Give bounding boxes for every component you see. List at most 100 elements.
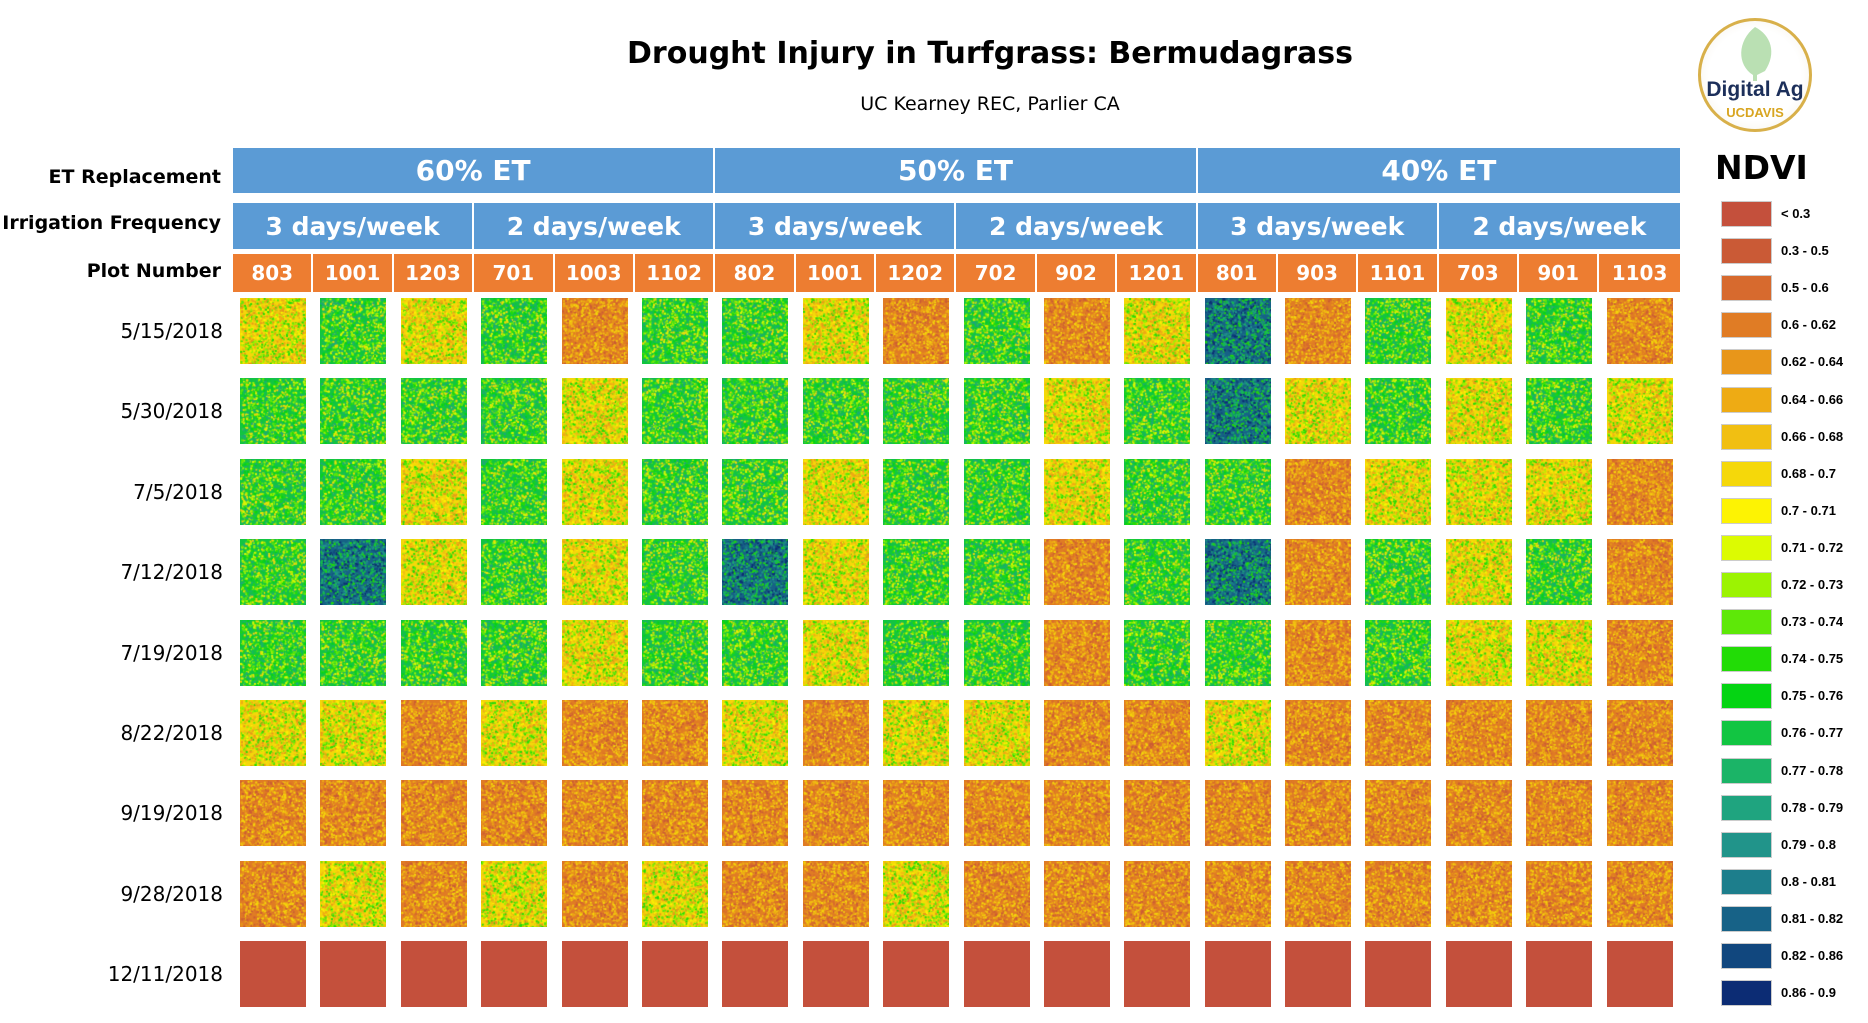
legend-label: 0.74 - 0.75 <box>1781 651 1843 666</box>
legend-swatch <box>1721 832 1772 858</box>
plot-tile <box>722 941 788 1007</box>
legend-swatch <box>1721 683 1772 709</box>
plot-tile <box>240 861 306 927</box>
plot-tile <box>642 780 708 846</box>
legend-swatch <box>1721 572 1772 598</box>
plot-tile <box>803 780 869 846</box>
plot-tile <box>1446 539 1512 605</box>
plot-tile <box>1044 780 1110 846</box>
plot-header: 803 1001 1203 701 1003 1102 802 1001 1202 702 902 1… <box>233 254 1680 292</box>
plot-tile <box>883 620 949 686</box>
plot-tile <box>481 378 547 444</box>
plot-tile <box>1607 539 1673 605</box>
plot-tile <box>562 298 628 364</box>
plot-tile <box>1205 539 1271 605</box>
plot-tile <box>964 700 1030 766</box>
plot-tile <box>1446 700 1512 766</box>
plot-tile <box>883 700 949 766</box>
plot-tile <box>642 459 708 525</box>
plot-tile <box>1365 378 1431 444</box>
plot-tile <box>320 780 386 846</box>
plot-tile <box>883 539 949 605</box>
plot-tile <box>803 861 869 927</box>
plot-tile <box>320 459 386 525</box>
plot-tile <box>722 700 788 766</box>
legend-swatch <box>1721 906 1772 932</box>
plot-tile <box>562 700 628 766</box>
legend-label: 0.82 - 0.86 <box>1781 948 1843 963</box>
plot-tile <box>562 459 628 525</box>
plot-tile <box>964 459 1030 525</box>
frequency-header: 3 days/week 2 days/week 3 days/week 2 days/… <box>233 203 1680 249</box>
plot-tile <box>642 539 708 605</box>
plot-tile <box>722 298 788 364</box>
legend-swatch <box>1721 275 1772 301</box>
plot-tile <box>1124 941 1190 1007</box>
plot-tile <box>1526 941 1592 1007</box>
plot-tile <box>1365 298 1431 364</box>
plot-tile <box>1607 298 1673 364</box>
plot-tile <box>1446 298 1512 364</box>
plot-tile <box>964 620 1030 686</box>
plot-number: 1101 <box>1358 254 1438 292</box>
plot-number: 902 <box>1037 254 1117 292</box>
frequency-cell: 3 days/week <box>233 203 474 249</box>
legend-swatch <box>1721 869 1772 895</box>
plot-tile <box>562 378 628 444</box>
plot-tile <box>1205 378 1271 444</box>
frequency-cell: 3 days/week <box>715 203 956 249</box>
legend-swatch <box>1721 609 1772 635</box>
plot-tile <box>1365 459 1431 525</box>
plot-tile <box>401 620 467 686</box>
legend-label: 0.76 - 0.77 <box>1781 725 1843 740</box>
plot-tile <box>1205 298 1271 364</box>
et-level: 50% ET <box>715 148 1197 193</box>
plot-tile <box>1526 780 1592 846</box>
frequency-cell: 3 days/week <box>1198 203 1439 249</box>
plot-number: 703 <box>1439 254 1519 292</box>
plot-tile <box>240 620 306 686</box>
plot-number: 1001 <box>796 254 876 292</box>
legend-label: 0.75 - 0.76 <box>1781 688 1843 703</box>
plot-number: 1001 <box>313 254 393 292</box>
plot-tile <box>964 861 1030 927</box>
plot-tile <box>883 941 949 1007</box>
plot-tile <box>562 539 628 605</box>
legend-label: 0.64 - 0.66 <box>1781 392 1843 407</box>
plot-tile <box>1205 780 1271 846</box>
legend-label: 0.3 - 0.5 <box>1781 243 1829 258</box>
chart-subtitle: UC Kearney REC, Parlier CA <box>0 93 1868 115</box>
plot-tile <box>1205 941 1271 1007</box>
plot-tile <box>1285 298 1351 364</box>
label-plot-number: Plot Number <box>87 260 221 282</box>
plot-tile <box>642 378 708 444</box>
plot-tile <box>1365 700 1431 766</box>
plot-tile <box>1205 861 1271 927</box>
legend-swatch <box>1721 646 1772 672</box>
plot-tile <box>1124 700 1190 766</box>
plot-tile <box>722 378 788 444</box>
legend-swatch <box>1721 387 1772 413</box>
plot-tile <box>401 539 467 605</box>
plot-tile <box>722 780 788 846</box>
plot-tile <box>481 620 547 686</box>
plot-tile <box>1044 941 1110 1007</box>
plot-tile <box>803 298 869 364</box>
plot-tile <box>1607 861 1673 927</box>
plot-tile <box>803 459 869 525</box>
legend-swatch <box>1721 312 1772 338</box>
date-label: 5/30/2018 <box>120 399 223 423</box>
plot-tile <box>401 861 467 927</box>
plot-tile <box>1446 620 1512 686</box>
date-label: 12/11/2018 <box>108 962 223 986</box>
plot-tile <box>1124 861 1190 927</box>
legend-swatch <box>1721 758 1772 784</box>
legend-swatch <box>1721 535 1772 561</box>
plot-tile <box>1285 459 1351 525</box>
plot-tile <box>240 941 306 1007</box>
legend-label: 0.68 - 0.7 <box>1781 466 1836 481</box>
legend-label: 0.81 - 0.82 <box>1781 911 1843 926</box>
plot-number: 1202 <box>876 254 956 292</box>
plot-tile <box>1205 700 1271 766</box>
frequency-cell: 2 days/week <box>474 203 715 249</box>
